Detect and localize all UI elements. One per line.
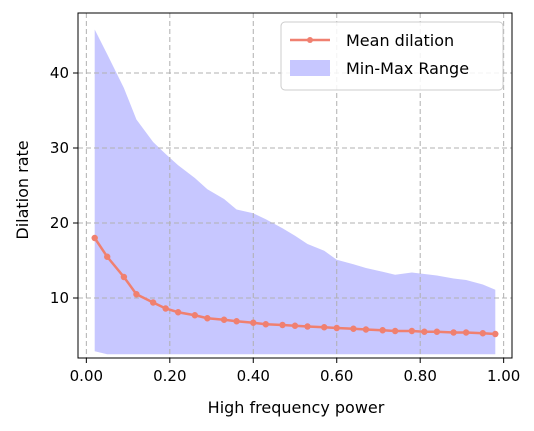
y-tick-label: 20 bbox=[50, 214, 69, 232]
marker-layer bbox=[91, 234, 499, 338]
x-tick-label: 0.20 bbox=[153, 367, 186, 385]
mean-dilation-point bbox=[408, 327, 416, 335]
x-tick-label: 1.00 bbox=[487, 367, 520, 385]
mean-dilation-point bbox=[279, 321, 286, 329]
x-tick-label: 0.00 bbox=[70, 367, 103, 385]
legend-band-swatch bbox=[290, 60, 330, 76]
mean-dilation-point bbox=[462, 329, 470, 336]
mean-dilation-point bbox=[120, 273, 128, 281]
mean-dilation-point bbox=[362, 326, 370, 333]
mean-dilation-point bbox=[379, 327, 386, 334]
x-axis-label: High frequency power bbox=[208, 398, 385, 417]
mean-dilation-point bbox=[321, 324, 328, 331]
mean-dilation-point bbox=[174, 309, 182, 316]
mean-dilation-point bbox=[233, 318, 240, 325]
mean-dilation-point bbox=[350, 325, 357, 332]
mean-dilation-point bbox=[162, 305, 169, 312]
y-axis-label: Dilation rate bbox=[13, 140, 32, 239]
mean-dilation-point bbox=[291, 322, 299, 329]
mean-dilation-point bbox=[479, 330, 486, 337]
mean-dilation-point bbox=[250, 319, 257, 326]
mean-dilation-point bbox=[204, 315, 211, 322]
mean-dilation-point bbox=[133, 291, 140, 298]
legend: Mean dilation Min-Max Range bbox=[280, 21, 504, 91]
y-tick-label: 40 bbox=[50, 64, 69, 82]
y-tick-label: 10 bbox=[50, 289, 69, 307]
mean-dilation-point bbox=[450, 329, 457, 336]
x-tick-label: 0.60 bbox=[320, 367, 353, 385]
x-tick-label: 0.40 bbox=[237, 367, 270, 385]
mean-dilation-point bbox=[421, 328, 428, 335]
band-layer bbox=[94, 29, 496, 355]
mean-dilation-point bbox=[262, 321, 269, 328]
mean-dilation-point bbox=[304, 323, 311, 330]
plot-frame bbox=[77, 12, 513, 359]
mean-dilation-point bbox=[333, 324, 340, 332]
x-tick-label: 0.80 bbox=[403, 367, 436, 385]
mean-dilation-point bbox=[433, 328, 441, 335]
axes-layer: 0.00 0.20 0.40 0.60 0.80 1.00 10 20 30 40 bbox=[50, 12, 520, 385]
mean-dilation-point bbox=[191, 312, 199, 319]
mean-dilation-point bbox=[91, 234, 98, 242]
legend-label-mean: Mean dilation bbox=[346, 31, 454, 50]
legend-marker-swatch bbox=[307, 37, 313, 43]
mean-dilation-point bbox=[104, 253, 111, 260]
legend-frame bbox=[280, 21, 504, 91]
mean-dilation-point bbox=[391, 327, 399, 335]
mean-dilation-point bbox=[220, 316, 228, 323]
mean-dilation-point bbox=[492, 330, 499, 338]
min-max-band bbox=[94, 29, 496, 355]
legend-label-range: Min-Max Range bbox=[346, 59, 469, 78]
mean-dilation-point bbox=[149, 299, 157, 306]
y-tick-label: 30 bbox=[50, 139, 69, 157]
